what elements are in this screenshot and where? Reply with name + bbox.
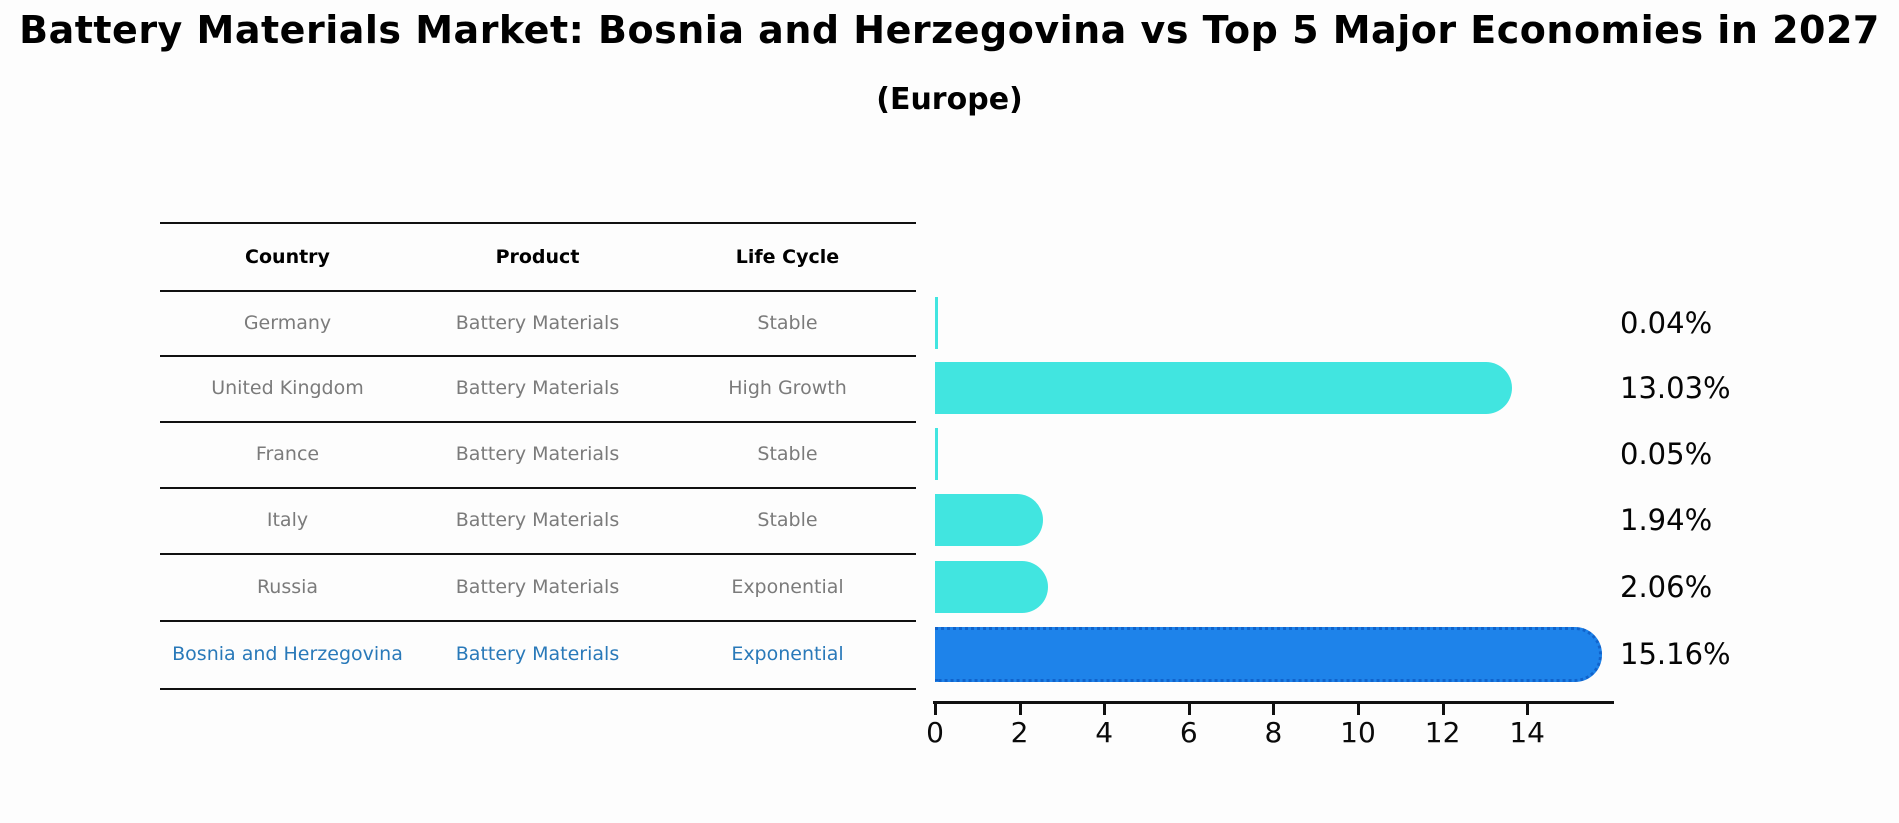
cell-product: Battery Materials	[455, 509, 620, 531]
cell-country: Bosnia and Herzegovina	[172, 643, 403, 665]
bar-france	[935, 428, 938, 480]
cell-country: Italy	[266, 509, 309, 531]
cell-life-cycle: Stable	[757, 311, 818, 334]
cell-life-cycle: High Growth	[728, 377, 847, 399]
x-axis-tick-label: 10	[1340, 716, 1376, 749]
x-axis-tick-label: 8	[1264, 716, 1283, 749]
value-label: 13.03%	[1620, 371, 1731, 405]
cell-life-cycle: Stable	[757, 443, 818, 465]
x-axis-tick	[1357, 704, 1360, 715]
cell-life-cycle: Exponential	[731, 643, 844, 665]
table-row: France Battery Materials Stable	[160, 421, 915, 487]
cell-product: Battery Materials	[455, 643, 620, 665]
table-header-row: Country Product Life Cycle	[160, 224, 915, 290]
value-label: 0.05%	[1620, 437, 1713, 471]
bar-italy	[935, 494, 1044, 546]
cell-country: France	[255, 443, 320, 465]
table-row: Russia Battery Materials Exponential	[160, 553, 915, 620]
x-axis-line	[933, 701, 1614, 704]
cell-product: Battery Materials	[455, 443, 620, 465]
cell-country: Germany	[243, 311, 332, 334]
col-header-product: Product	[495, 246, 580, 268]
table-rule	[160, 553, 916, 555]
bar-bosnia-and-herzegovina	[935, 626, 1603, 682]
table-rule	[160, 688, 916, 690]
x-axis-tick	[1272, 704, 1276, 715]
cell-life-cycle: Exponential	[731, 575, 844, 598]
value-label: 15.16%	[1620, 637, 1731, 671]
x-axis-tick-label: 6	[1179, 716, 1198, 749]
cell-product: Battery Materials	[455, 377, 620, 399]
x-axis-tick-label: 12	[1424, 716, 1461, 749]
bar-united-kingdom	[935, 362, 1513, 414]
table-row: United Kingdom Battery Materials High Gr…	[160, 355, 915, 421]
x-axis-tick	[1441, 704, 1445, 715]
bar-germany	[935, 296, 938, 349]
table-rule	[160, 620, 916, 622]
x-axis-tick-label: 4	[1095, 716, 1114, 749]
cell-product: Battery Materials	[455, 575, 620, 598]
x-axis-tick	[1526, 704, 1530, 715]
x-axis-tick	[1018, 704, 1022, 715]
bar-russia	[935, 560, 1049, 613]
x-axis-tick-label: 0	[926, 716, 944, 749]
col-header-country: Country	[245, 246, 330, 268]
chart-subtitle: (Europe)	[876, 82, 1023, 117]
table-rule	[160, 355, 916, 357]
cell-life-cycle: Stable	[757, 509, 818, 531]
table-row: Germany Battery Materials Stable	[160, 290, 915, 355]
x-axis-tick	[934, 704, 937, 715]
x-axis-tick-label: 2	[1010, 716, 1029, 749]
col-header-life-cycle: Life Cycle	[735, 246, 840, 268]
chart-title: Battery Materials Market: Bosnia and Her…	[19, 8, 1880, 52]
x-axis-tick	[1103, 704, 1107, 715]
value-label: 0.04%	[1620, 305, 1713, 340]
table-row: Italy Battery Materials Stable	[160, 487, 915, 553]
table-row-highlight: Bosnia and Herzegovina Battery Materials…	[160, 620, 915, 688]
cell-country: United Kingdom	[211, 377, 364, 399]
table-rule	[160, 222, 916, 224]
table-rule	[160, 421, 916, 423]
x-axis-tick	[1187, 704, 1191, 715]
value-label: 1.94%	[1620, 503, 1713, 537]
table-rule	[160, 290, 916, 292]
cell-product: Battery Materials	[455, 311, 620, 334]
x-axis-tick-label: 14	[1509, 716, 1545, 749]
cell-country: Russia	[256, 575, 319, 598]
value-label: 2.06%	[1620, 569, 1713, 604]
table-rule	[160, 487, 916, 489]
